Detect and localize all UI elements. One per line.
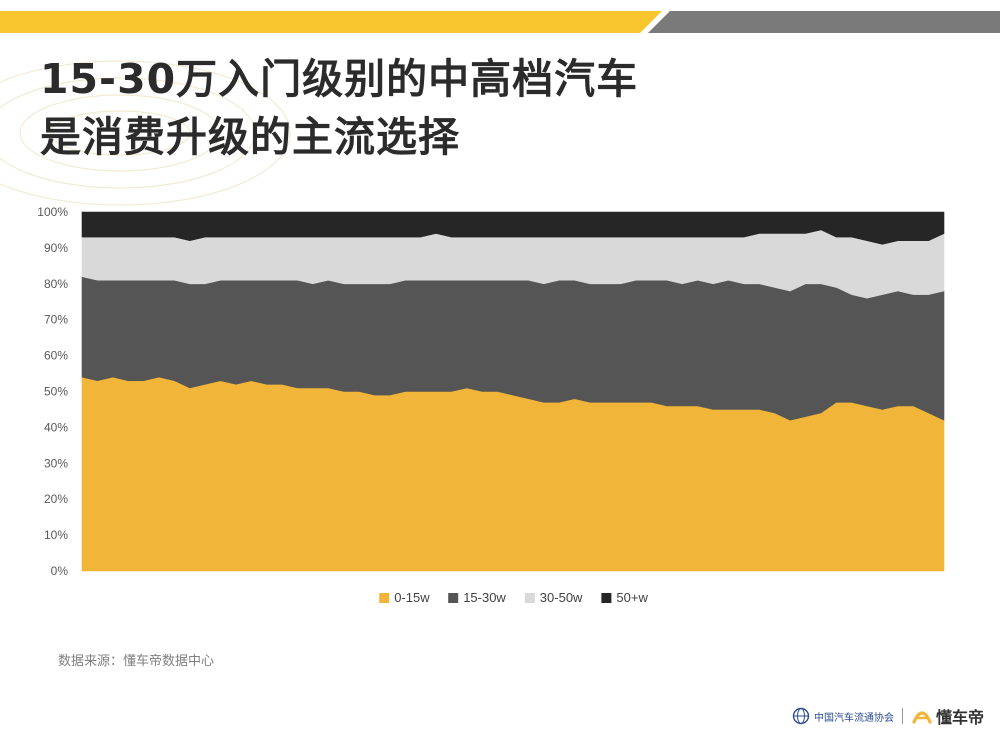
decorative-rings [0, 60, 291, 206]
data-source-note: 数据来源：懂车帝数据中心 [58, 654, 215, 669]
association-logo: 中国汽车流通协会 [792, 707, 894, 725]
title-line-2: 是消费升级的主流选择 [40, 113, 460, 161]
top-accent-bar [0, 0, 1000, 38]
title-line-1: 15-30万入门级别的中高档汽车 [40, 55, 639, 103]
legend-label: 30-50w [540, 590, 583, 605]
y-tick-label: 0% [51, 564, 69, 578]
y-tick-label: 20% [44, 492, 68, 506]
y-tick-label: 50% [44, 385, 68, 399]
y-tick-label: 90% [44, 241, 68, 255]
association-name: 中国汽车流通协会 [813, 712, 894, 724]
legend-swatch [601, 593, 612, 603]
y-tick-label: 30% [44, 456, 68, 470]
stacked-area-chart: 0% 10% 20% 30% 40% 50% 60% 70% 80% 90% 100% 0-15w 15… [37, 205, 945, 605]
y-tick-label: 40% [44, 420, 68, 434]
brand-mark-icon [912, 711, 932, 724]
footer-logos: 中国汽车流通协会 懂车帝 [792, 702, 984, 730]
legend-label: 0-15w [394, 590, 430, 605]
legend-label: 15-30w [463, 590, 506, 605]
brand-logo: 懂车帝 [911, 704, 984, 728]
y-tick-label: 70% [44, 313, 68, 327]
y-tick-label: 100% [37, 205, 68, 219]
legend-swatch [524, 593, 535, 603]
accent-yellow-stripe [0, 11, 662, 33]
brand-name: 懂车帝 [935, 708, 984, 727]
page-title: 15-30万入门级别的中高档汽车 是消费升级的主流选择 [40, 50, 638, 166]
legend-swatch [448, 593, 459, 603]
legend-swatch [379, 593, 390, 603]
area-series-4 [81, 211, 945, 245]
logo-separator [901, 708, 903, 724]
globe-icon [792, 707, 810, 725]
y-tick-label: 60% [44, 349, 68, 363]
y-tick-label: 80% [44, 277, 68, 291]
legend-label: 50+w [616, 590, 648, 605]
accent-gray-stripe [648, 11, 1000, 33]
y-tick-label: 10% [44, 528, 68, 542]
